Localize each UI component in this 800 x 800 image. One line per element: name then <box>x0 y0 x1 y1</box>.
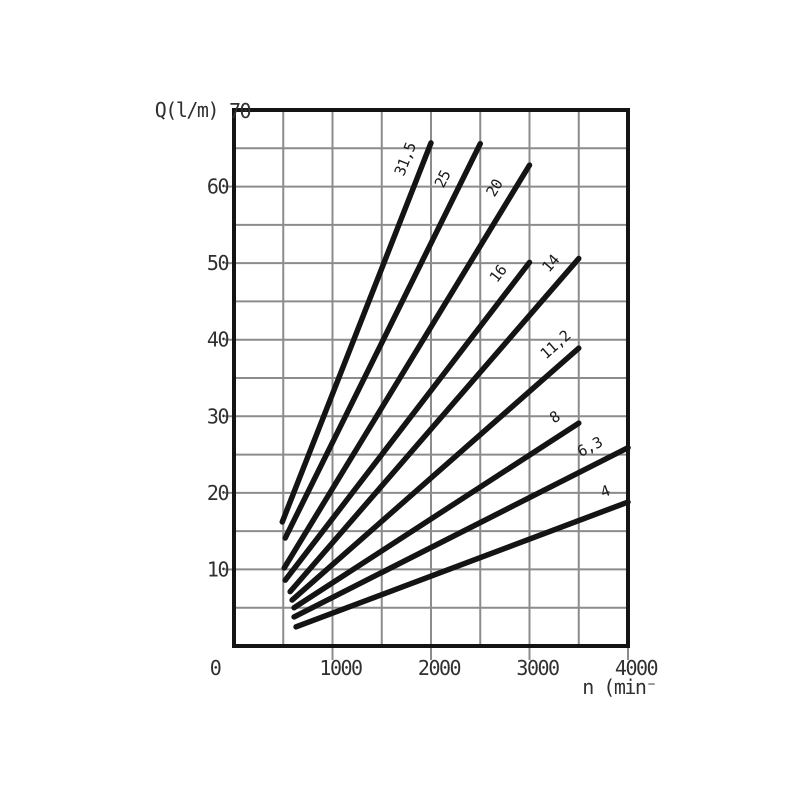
curve-label-14: 14 <box>538 251 563 276</box>
y-tick-label-40: 40 <box>207 328 229 352</box>
curve-label-31-5: 31,5 <box>391 140 420 178</box>
y-axis-title: Q(l/m) <box>155 98 218 122</box>
plot-frame <box>232 108 630 648</box>
y-tick-label-60: 60 <box>207 175 229 199</box>
x-tick-label-3000: 3000 <box>516 656 559 680</box>
y-tick-label-30: 30 <box>207 404 229 428</box>
curve-label-20: 20 <box>482 176 506 200</box>
x-tick-label-4000: 4000 <box>615 656 658 680</box>
x-axis-title: n (min⁻ <box>582 675 656 699</box>
x-tick-label-1000: 1000 <box>319 656 362 680</box>
curve-20 <box>281 162 533 571</box>
curve-11-2 <box>289 345 582 603</box>
curve-25 <box>282 140 483 541</box>
curve-6-3 <box>291 444 631 620</box>
curve-label-16: 16 <box>486 261 511 286</box>
curve-4 <box>293 499 631 630</box>
y-tick-label-20: 20 <box>207 481 229 505</box>
x-tick-label-2000: 2000 <box>418 656 461 680</box>
curve-label-4: 4 <box>598 481 613 501</box>
x-tick-label-0: 0 <box>210 656 221 680</box>
curve-16 <box>282 259 533 583</box>
y-tick-label-50: 50 <box>207 251 229 275</box>
curve-31-5 <box>279 140 434 525</box>
curve-8 <box>291 420 582 611</box>
y-tick-label-70: 70 <box>229 99 251 123</box>
curve-label-25: 25 <box>431 167 455 190</box>
curve-14 <box>287 255 582 595</box>
y-tick-label-10: 10 <box>207 557 229 581</box>
